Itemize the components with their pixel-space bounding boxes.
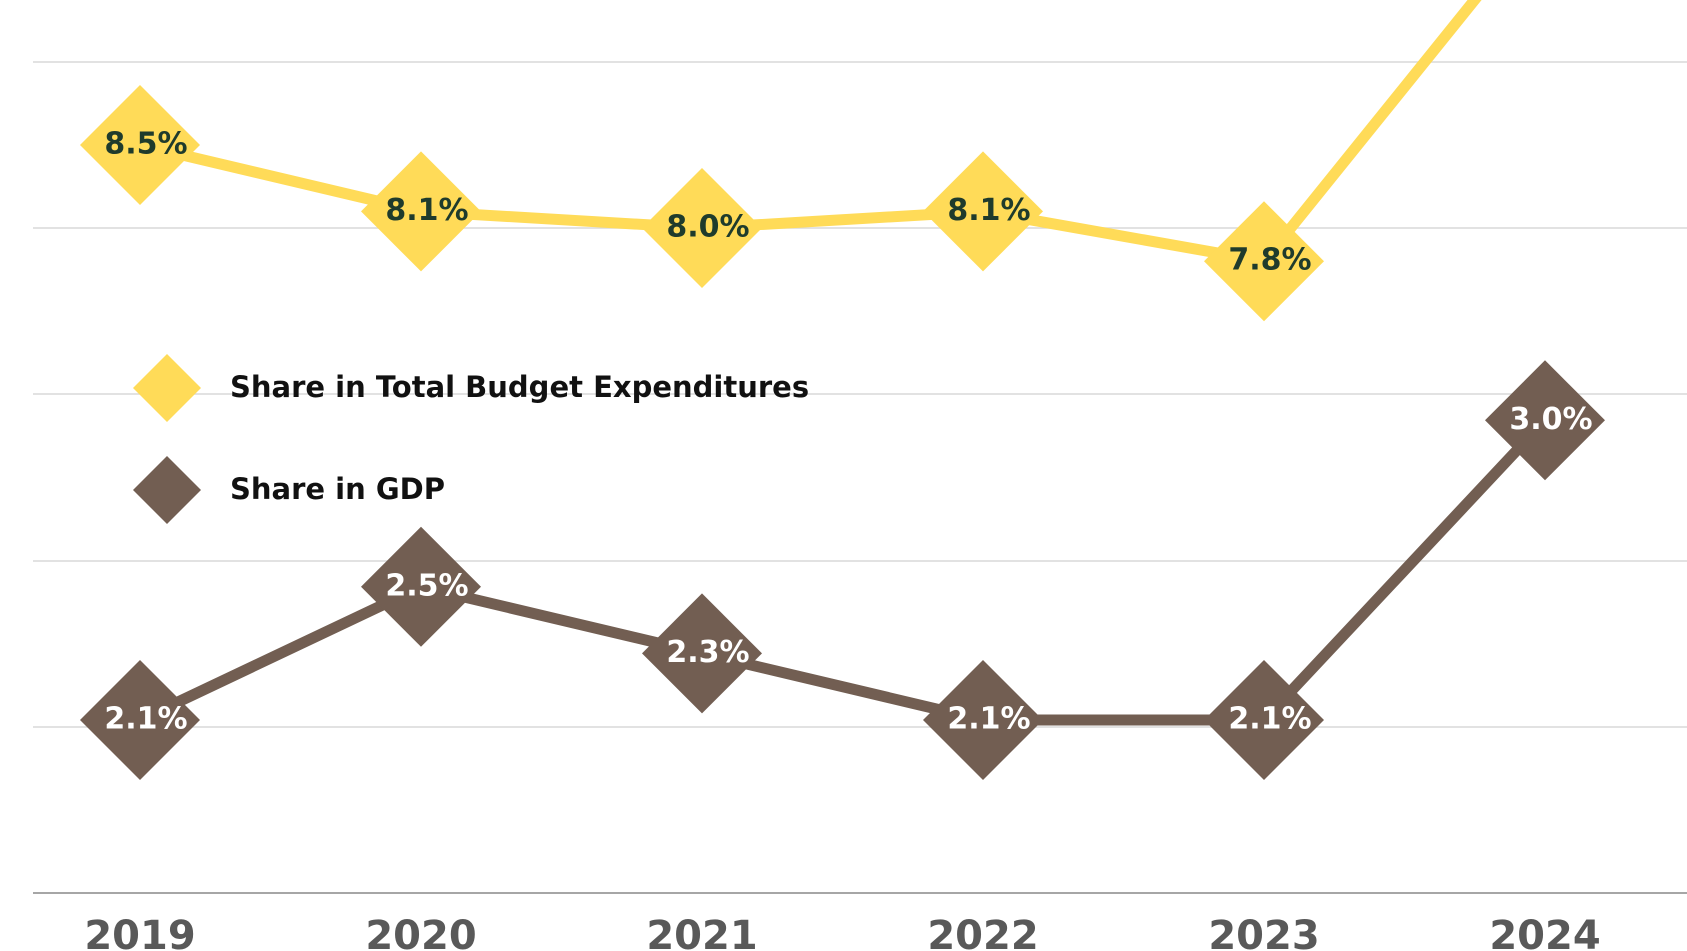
x-tick-label: 2023	[1208, 913, 1319, 951]
x-tick-label: 2020	[365, 913, 476, 951]
series-gdp: 2.1% 2.5% 2.3% 2.1% 2.1% 3.0%	[80, 360, 1605, 780]
data-point-marker	[1204, 660, 1324, 780]
data-point-marker	[642, 168, 762, 288]
x-tick-label: 2021	[646, 913, 757, 951]
data-label: 7.8%	[1228, 243, 1311, 278]
data-point-marker	[923, 151, 1043, 272]
legend-marker-gdp	[133, 456, 201, 524]
data-label: 8.0%	[666, 210, 749, 245]
series-line	[137, 416, 1550, 726]
data-label: 2.1%	[104, 702, 187, 737]
legend-item-gdp: Share in GDP	[133, 456, 445, 524]
legend-label-budget: Share in Total Budget Expenditures	[230, 370, 809, 404]
legend-marker-budget	[133, 354, 201, 422]
data-label: 8.5%	[104, 127, 187, 162]
series-layer: 8.5%8.1%8.0%8.1%7.8%9.9%2.1%2.5%2.3%2.1%…	[80, 0, 1605, 780]
data-label: 8.1%	[947, 193, 1030, 228]
data-label: 2.5%	[385, 568, 468, 603]
series-line	[138, 0, 1482, 267]
data-point-marker	[361, 151, 481, 272]
data-point-marker	[361, 526, 481, 647]
x-tick-label: 2022	[927, 913, 1038, 951]
x-tick-label: 2019	[84, 913, 195, 951]
data-label: 2.3%	[666, 635, 749, 670]
data-point-marker	[80, 660, 200, 780]
data-label: 8.1%	[385, 193, 468, 228]
data-label: 2.1%	[947, 702, 1030, 737]
x-tick-label: 2024	[1489, 913, 1600, 951]
series-budget: 8.5%8.1%8.0%8.1%7.8%9.9%	[80, 0, 1482, 322]
legend-item-budget: Share in Total Budget Expenditures	[133, 354, 809, 422]
data-point-marker	[80, 85, 200, 205]
data-point-marker	[1485, 360, 1605, 481]
legend: Share in Total Budget Expenditures Share…	[133, 354, 809, 524]
x-tick-labels: 2019 2020 2021 2022 2023 2024	[84, 913, 1600, 951]
legend-label-gdp: Share in GDP	[230, 472, 445, 506]
data-label: 2.1%	[1228, 702, 1311, 737]
data-label: 3.0%	[1509, 402, 1592, 437]
data-point-marker	[642, 593, 762, 714]
data-point-marker	[1204, 201, 1324, 322]
data-point-marker	[923, 660, 1043, 780]
